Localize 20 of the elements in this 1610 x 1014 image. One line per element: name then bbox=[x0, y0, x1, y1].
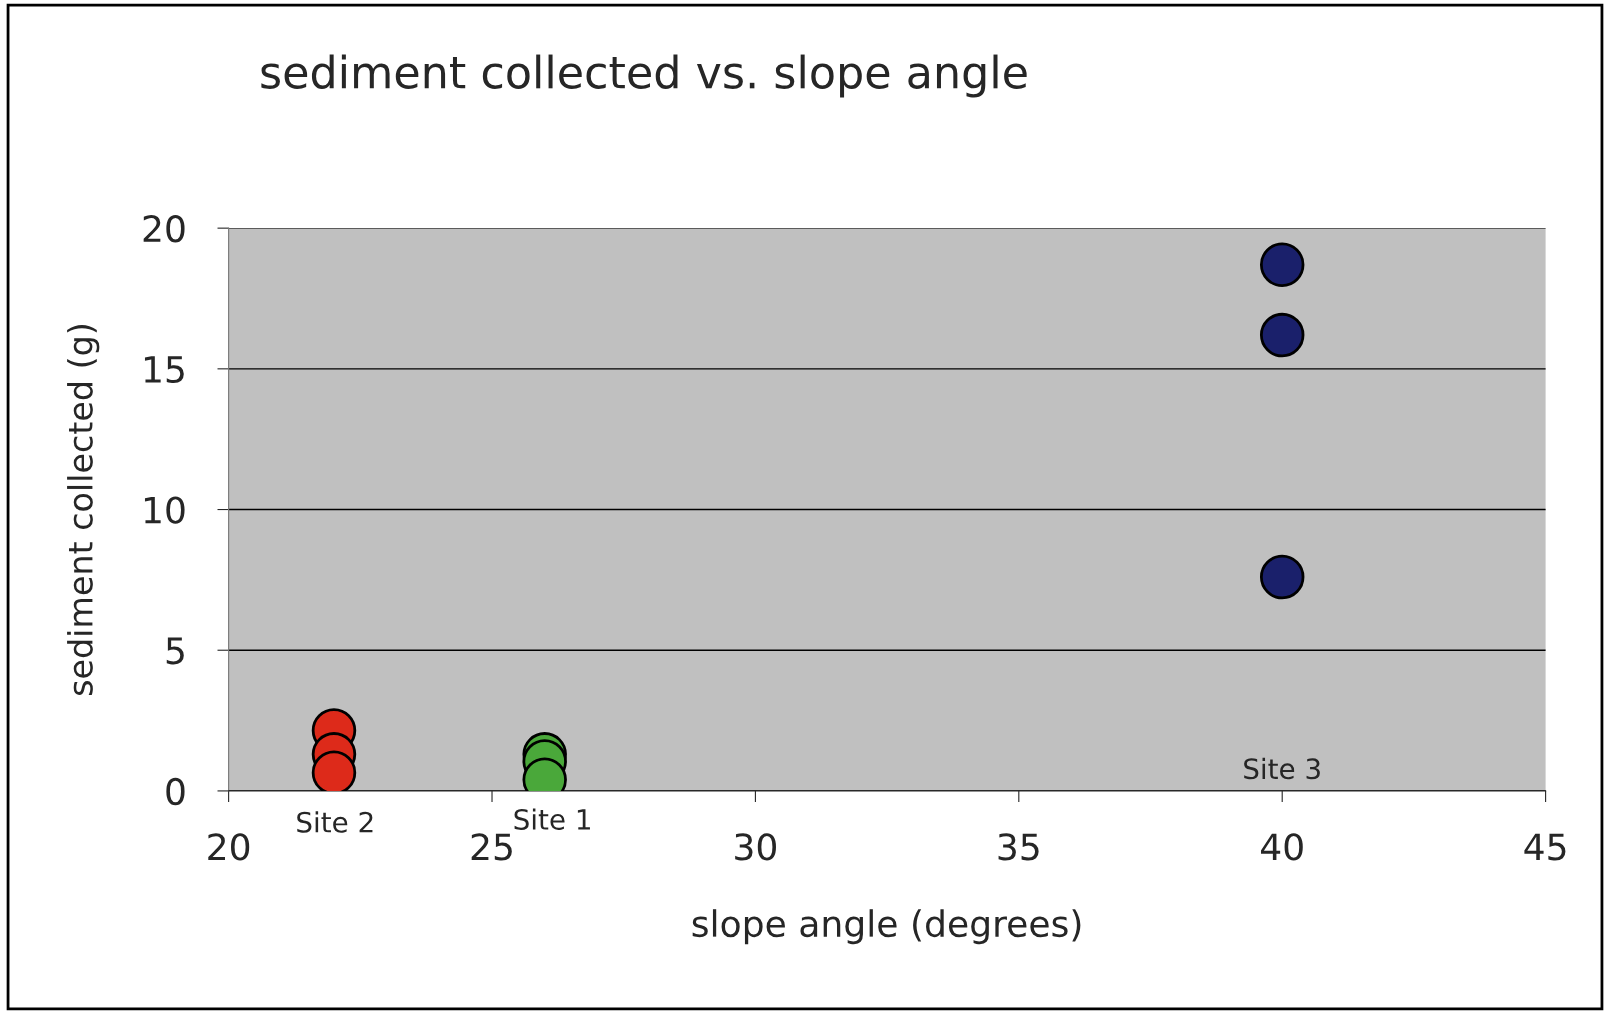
annotation: Site 3 bbox=[1244, 757, 1320, 780]
x-axis-title: slope angle (degrees) bbox=[692, 909, 1081, 945]
text: Site 2 bbox=[297, 811, 373, 833]
x-tick-label: 35 bbox=[998, 833, 1039, 861]
point bbox=[1259, 554, 1305, 600]
x-tick-label: 20 bbox=[208, 833, 250, 861]
y-tick-label: 20 bbox=[143, 215, 185, 243]
y-tick-label: 10 bbox=[144, 496, 185, 524]
point bbox=[1259, 312, 1305, 358]
point bbox=[1259, 242, 1305, 287]
y-tick-label: 0 bbox=[166, 777, 185, 806]
x-tick-label: 25 bbox=[471, 833, 512, 861]
y-axis-title: sediment collected (g) bbox=[67, 325, 100, 696]
chart-title: sediment collected vs. slope angle bbox=[261, 54, 1027, 98]
y-tick-label: 5 bbox=[166, 637, 184, 665]
x-tick-label: 45 bbox=[1524, 833, 1566, 861]
text: Site 1 bbox=[514, 808, 590, 830]
y-tick-label: 15 bbox=[144, 356, 184, 384]
x-tick-label: 30 bbox=[735, 833, 776, 861]
x-tick-label: 40 bbox=[1260, 833, 1303, 861]
